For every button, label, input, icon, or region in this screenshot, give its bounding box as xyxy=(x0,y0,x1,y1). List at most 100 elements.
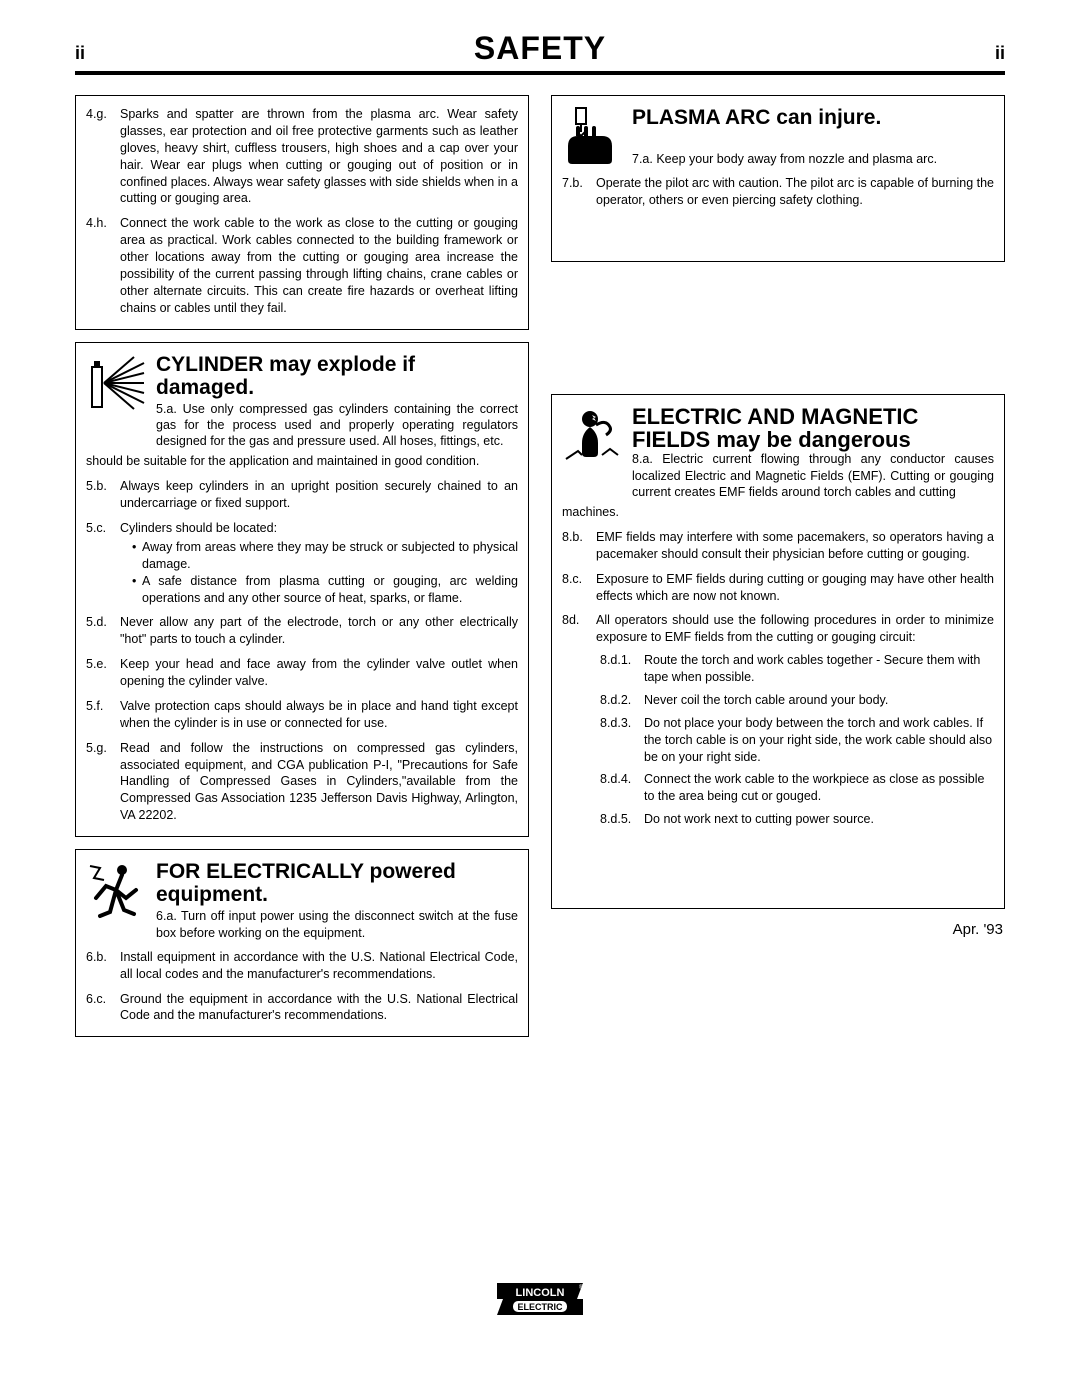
item-body: Cylinders should be located: Away from a… xyxy=(120,520,518,606)
bullet-item: Away from areas where they may be struck… xyxy=(132,539,518,573)
section-electrical: FOR ELECTRICALLY powered equipment. 6.a.… xyxy=(75,849,529,1037)
section-title: PLASMA ARC can injure. xyxy=(632,106,994,129)
item-6c: 6.c. Ground the equipment in accordance … xyxy=(86,991,518,1025)
emf-icon xyxy=(562,405,622,465)
item-text: Operate the pilot arc with caution. The … xyxy=(596,175,994,209)
item-8c: 8.c. Exposure to EMF fields during cutti… xyxy=(562,571,994,605)
item-5e: 5.e. Keep your head and face away from t… xyxy=(86,656,518,690)
section-title: FOR ELECTRICALLY powered equipment. xyxy=(156,860,518,906)
left-column: 4.g. Sparks and spatter are thrown from … xyxy=(75,95,529,1049)
item-label: 8.d.4. xyxy=(600,771,638,805)
electric-shock-icon xyxy=(86,860,146,920)
item-text: Always keep cylinders in an upright posi… xyxy=(120,478,518,512)
item-label: 5.f. xyxy=(86,698,114,732)
item-text: Read and follow the instructions on comp… xyxy=(120,740,518,824)
item-text: Keep your body away from nozzle and plas… xyxy=(656,152,937,166)
item-text: Install equipment in accordance with the… xyxy=(120,949,518,983)
item-6a-inline: 6.a. Turn off input power using the disc… xyxy=(156,908,518,941)
item-label: 8.d.1. xyxy=(600,652,638,686)
item-label: 5.c. xyxy=(86,520,114,606)
item-text: Connect the work cable to the workpiece … xyxy=(644,771,994,805)
content-columns: 4.g. Sparks and spatter are thrown from … xyxy=(75,95,1005,1049)
item-8d5: 8.d.5. Do not work next to cutting power… xyxy=(600,811,994,828)
item-8d1: 8.d.1. Route the torch and work cables t… xyxy=(600,652,994,686)
item-text: Do not work next to cutting power source… xyxy=(644,811,874,828)
item-8d: 8d. All operators should use the followi… xyxy=(562,612,994,646)
item-label: 6.b. xyxy=(86,949,114,983)
item-label: 8.b. xyxy=(562,529,590,563)
item-text: Connect the work cable to the work as cl… xyxy=(120,215,518,316)
item-8d4: 8.d.4. Connect the work cable to the wor… xyxy=(600,771,994,805)
item-text: All operators should use the following p… xyxy=(596,612,994,646)
item-label: 7.a. xyxy=(632,152,653,166)
item-text: Valve protection caps should always be i… xyxy=(120,698,518,732)
item-8d3: 8.d.3. Do not place your body between th… xyxy=(600,715,994,766)
item-7a-inline: 7.a. Keep your body away from nozzle and… xyxy=(632,151,994,167)
item-4g: 4.g. Sparks and spatter are thrown from … xyxy=(86,106,518,207)
item-label: 5.d. xyxy=(86,614,114,648)
page-number-left: ii xyxy=(75,43,85,64)
item-text: Never allow any part of the electrode, t… xyxy=(120,614,518,648)
item-label: 5.b. xyxy=(86,478,114,512)
footer-logo: LINCOLN ELECTRIC ® xyxy=(75,1279,1005,1324)
svg-text:®: ® xyxy=(579,1284,584,1291)
item-8d2: 8.d.2. Never coil the torch cable around… xyxy=(600,692,994,709)
item-label: 4.g. xyxy=(86,106,114,207)
item-5f: 5.f. Valve protection caps should always… xyxy=(86,698,518,732)
item-5d: 5.d. Never allow any part of the electro… xyxy=(86,614,518,648)
section-title-wrap: CYLINDER may explode if damaged. 5.a. Us… xyxy=(156,353,518,450)
item-label: 8.d.5. xyxy=(600,811,638,828)
item-text: Electric current flowing through any con… xyxy=(632,452,994,499)
revision-date: Apr. '93 xyxy=(551,921,1005,938)
item-label: 8d. xyxy=(562,612,590,646)
plasma-hand-icon xyxy=(562,106,622,166)
item-text: EMF fields may interfere with some pacem… xyxy=(596,529,994,563)
item-text: Ground the equipment in accordance with … xyxy=(120,991,518,1025)
logo-text-bottom: ELECTRIC xyxy=(518,1302,564,1312)
section-title-wrap: FOR ELECTRICALLY powered equipment. 6.a.… xyxy=(156,860,518,941)
item-text: Never coil the torch cable around your b… xyxy=(644,692,888,709)
section-title: CYLINDER may explode if damaged. xyxy=(156,353,518,399)
item-label: 8.d.3. xyxy=(600,715,638,766)
logo-text-top: LINCOLN xyxy=(516,1287,565,1299)
item-label: 5.e. xyxy=(86,656,114,690)
page-number-right: ii xyxy=(995,43,1005,64)
page-header: ii SAFETY ii xyxy=(75,30,1005,75)
item-text: Route the torch and work cables together… xyxy=(644,652,994,686)
item-8b: 8.b. EMF fields may interfere with some … xyxy=(562,529,994,563)
item-label: 7.b. xyxy=(562,175,590,209)
item-5a-inline: 5.a. Use only compressed gas cylinders c… xyxy=(156,401,518,450)
item-label: 4.h. xyxy=(86,215,114,316)
item-label: 5.a. xyxy=(156,402,177,416)
item-5g: 5.g. Read and follow the instructions on… xyxy=(86,740,518,824)
item-text: Exposure to EMF fields during cutting or… xyxy=(596,571,994,605)
section-heading: CYLINDER may explode if damaged. 5.a. Us… xyxy=(86,353,518,450)
item-text: Sparks and spatter are thrown from the p… xyxy=(120,106,518,207)
lincoln-electric-logo-icon: LINCOLN ELECTRIC ® xyxy=(495,1279,585,1319)
bullet-list: Away from areas where they may be struck… xyxy=(132,539,518,607)
item-text: Turn off input power using the disconnec… xyxy=(156,909,518,939)
bullet-item: A safe distance from plasma cutting or g… xyxy=(132,573,518,607)
item-text: Keep your head and face away from the cy… xyxy=(120,656,518,690)
item-5b: 5.b. Always keep cylinders in an upright… xyxy=(86,478,518,512)
section-heading: ELECTRIC AND MAGNETIC FIELDS may be dang… xyxy=(562,405,994,500)
section-heading: FOR ELECTRICALLY powered equipment. 6.a.… xyxy=(86,860,518,941)
section-title: ELECTRIC AND MAGNETIC FIELDS may be dang… xyxy=(632,405,994,451)
section-plasma-arc: PLASMA ARC can injure. 7.a. Keep your bo… xyxy=(551,95,1005,262)
item-4h: 4.h. Connect the work cable to the work … xyxy=(86,215,518,316)
item-label: 6.c. xyxy=(86,991,114,1025)
item-label: 5.g. xyxy=(86,740,114,824)
section-heading: PLASMA ARC can injure. 7.a. Keep your bo… xyxy=(562,106,994,167)
section-title-wrap: ELECTRIC AND MAGNETIC FIELDS may be dang… xyxy=(632,405,994,500)
item-label: 6.a. xyxy=(156,909,177,923)
section-title-wrap: PLASMA ARC can injure. 7.a. Keep your bo… xyxy=(632,106,994,167)
item-7b: 7.b. Operate the pilot arc with caution.… xyxy=(562,175,994,209)
item-text: Cylinders should be located: xyxy=(120,521,277,535)
item-5c: 5.c. Cylinders should be located: Away f… xyxy=(86,520,518,606)
item-label: 8.a. xyxy=(632,452,653,466)
item-label: 8.c. xyxy=(562,571,590,605)
item-text: Use only compressed gas cylinders contai… xyxy=(156,402,518,449)
item-text: Do not place your body between the torch… xyxy=(644,715,994,766)
item-8a-continuation: machines. xyxy=(562,504,994,521)
item-5a-continuation: should be suitable for the application a… xyxy=(86,453,518,470)
